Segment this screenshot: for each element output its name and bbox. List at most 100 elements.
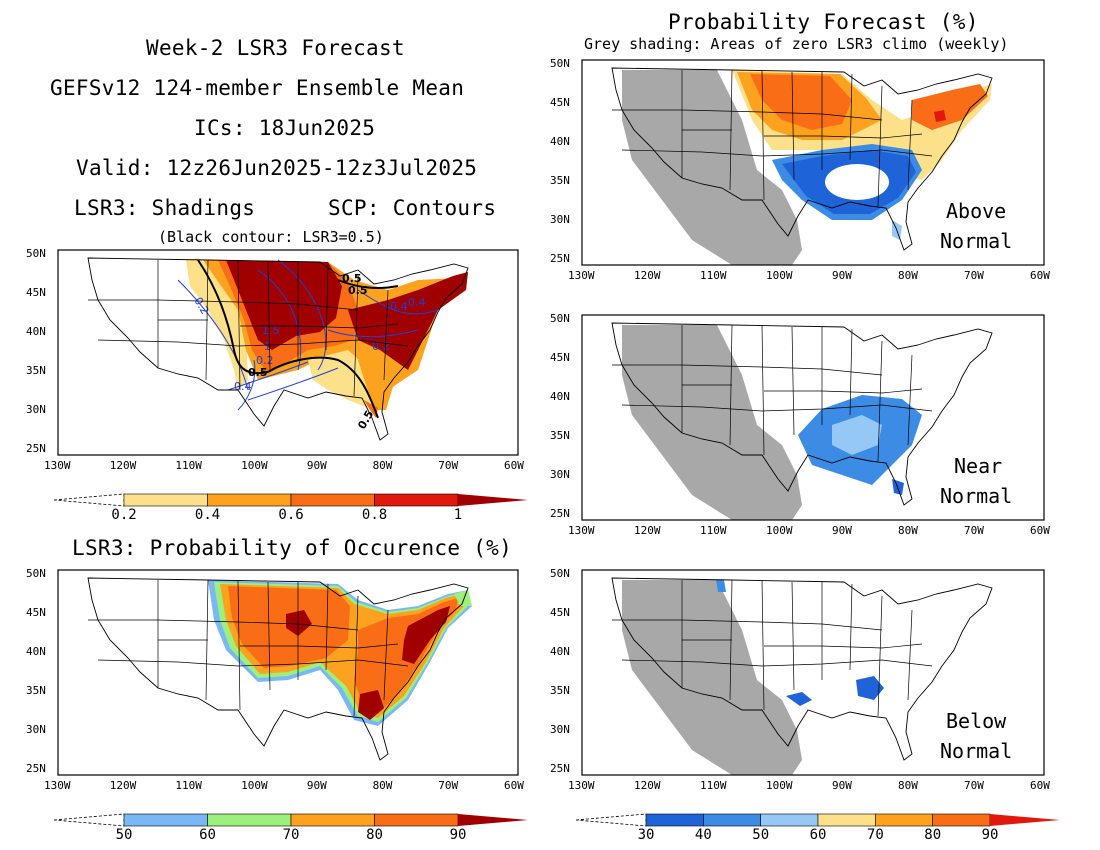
colorbar-segment bbox=[123, 493, 208, 507]
lat-label: 40N bbox=[550, 390, 570, 403]
state-border bbox=[761, 324, 765, 456]
lon-label: 80W bbox=[898, 269, 918, 282]
state-border bbox=[877, 340, 883, 462]
contour-label: 0.4 bbox=[408, 296, 426, 309]
state-border bbox=[877, 595, 883, 717]
state-border bbox=[761, 579, 765, 711]
lon-label: 130W bbox=[568, 779, 595, 792]
coastline bbox=[611, 67, 993, 251]
state-border bbox=[761, 69, 765, 201]
above-label-2: Normal bbox=[940, 229, 1012, 253]
basemap bbox=[87, 577, 469, 761]
right-title: Probability Forecast (%) bbox=[668, 10, 979, 34]
state-border bbox=[907, 609, 913, 701]
coastline bbox=[611, 577, 993, 761]
colorbar-tick-label: 0.6 bbox=[278, 507, 304, 523]
lat-label: 25N bbox=[550, 507, 570, 520]
lon-label: 110W bbox=[700, 524, 727, 537]
colorbar-segment bbox=[875, 813, 933, 827]
contour-label: 1 bbox=[264, 340, 271, 353]
contour-label: 0.5 bbox=[342, 272, 362, 285]
lat-label: 40N bbox=[26, 645, 46, 658]
lat-label: 25N bbox=[550, 252, 570, 265]
lat-label: 30N bbox=[550, 723, 570, 736]
state-border bbox=[383, 609, 389, 701]
state-border bbox=[97, 659, 409, 667]
lat-label: 45N bbox=[550, 96, 570, 109]
state-border bbox=[821, 133, 923, 139]
state-border bbox=[237, 579, 241, 711]
zero-climo-shading bbox=[622, 70, 802, 265]
lon-label: 90W bbox=[306, 459, 327, 472]
state-border bbox=[621, 149, 933, 157]
state-border bbox=[353, 275, 359, 397]
colorbar-segment bbox=[760, 813, 819, 827]
header-line-5-left: LSR3: Shadings bbox=[74, 196, 256, 220]
colorbar-segment bbox=[207, 813, 292, 827]
colorbar-tick-label: 0.2 bbox=[111, 507, 137, 523]
state-border bbox=[621, 659, 933, 667]
lon-label: 120W bbox=[634, 779, 661, 792]
colorbar-tick-label: 80 bbox=[924, 827, 942, 843]
colorbar-tick-label: 80 bbox=[366, 827, 383, 843]
lon-label: 90W bbox=[832, 779, 852, 792]
colorbar-tick-label: 0.4 bbox=[194, 507, 221, 523]
scp-contours bbox=[177, 259, 439, 411]
lon-label: 70W bbox=[964, 779, 984, 792]
lon-label: 80W bbox=[372, 779, 393, 792]
colorbar-segment bbox=[123, 813, 208, 827]
colorbar-tick-label: 50 bbox=[115, 827, 133, 843]
colorbar-tick-label: 70 bbox=[282, 827, 300, 843]
lon-label: 70W bbox=[438, 459, 459, 472]
lon-label: 130W bbox=[44, 459, 71, 472]
state-border bbox=[297, 643, 399, 649]
zero-climo-shading bbox=[622, 325, 802, 520]
lon-label: 130W bbox=[44, 779, 71, 792]
lat-label: 25N bbox=[26, 762, 46, 775]
lat-label: 40N bbox=[550, 135, 570, 148]
above-shading bbox=[732, 70, 992, 240]
colorbar-segment bbox=[703, 813, 761, 827]
state-border bbox=[821, 643, 923, 649]
lon-label: 110W bbox=[175, 779, 202, 792]
header-line-4: Valid: 12z26Jun2025-12z3Jul2025 bbox=[76, 156, 478, 180]
header-line-1: Week-2 LSR3 Forecast bbox=[146, 36, 405, 60]
lat-label: 45N bbox=[26, 286, 46, 299]
near-label-2: Normal bbox=[940, 484, 1012, 508]
colorbar-tick-label: 70 bbox=[866, 827, 884, 843]
zero-climo-shading bbox=[622, 580, 802, 775]
header-line-5-right: SCP: Contours bbox=[328, 196, 497, 220]
lon-label: 80W bbox=[372, 459, 393, 472]
colorbar-tick-label: 40 bbox=[694, 827, 712, 843]
state-border bbox=[612, 619, 883, 631]
below-label-1: Below bbox=[946, 709, 1007, 733]
colorbar-extend-low bbox=[54, 813, 125, 827]
colorbar-tick-label: 0.8 bbox=[361, 507, 388, 523]
occurrence-title: LSR3: Probability of Occurence (%) bbox=[72, 536, 513, 560]
lon-label: 110W bbox=[175, 459, 202, 472]
lat-label: 30N bbox=[550, 468, 570, 481]
below-shading bbox=[716, 580, 884, 706]
lat-label: 40N bbox=[550, 645, 570, 658]
colorbar-tick-label: 1 bbox=[453, 507, 463, 523]
colorbar-extend-low bbox=[54, 493, 125, 507]
near-shading bbox=[798, 395, 922, 495]
lon-label: 60W bbox=[1030, 779, 1050, 792]
near-label-1: Near bbox=[954, 454, 1002, 478]
probability-colorbar bbox=[576, 813, 1060, 827]
header-line-2: GEFSv12 124-member Ensemble Mean bbox=[50, 76, 465, 100]
state-border bbox=[821, 388, 923, 394]
state-border bbox=[97, 339, 409, 347]
colorbar-segment bbox=[932, 813, 991, 827]
state-border bbox=[297, 323, 399, 329]
colorbar-segment bbox=[645, 813, 704, 827]
lon-label: 60W bbox=[504, 459, 524, 472]
lon-label: 90W bbox=[306, 779, 327, 792]
lon-label: 130W bbox=[568, 269, 595, 282]
lsr3-colorbar bbox=[54, 493, 528, 507]
lat-label: 35N bbox=[550, 684, 570, 697]
